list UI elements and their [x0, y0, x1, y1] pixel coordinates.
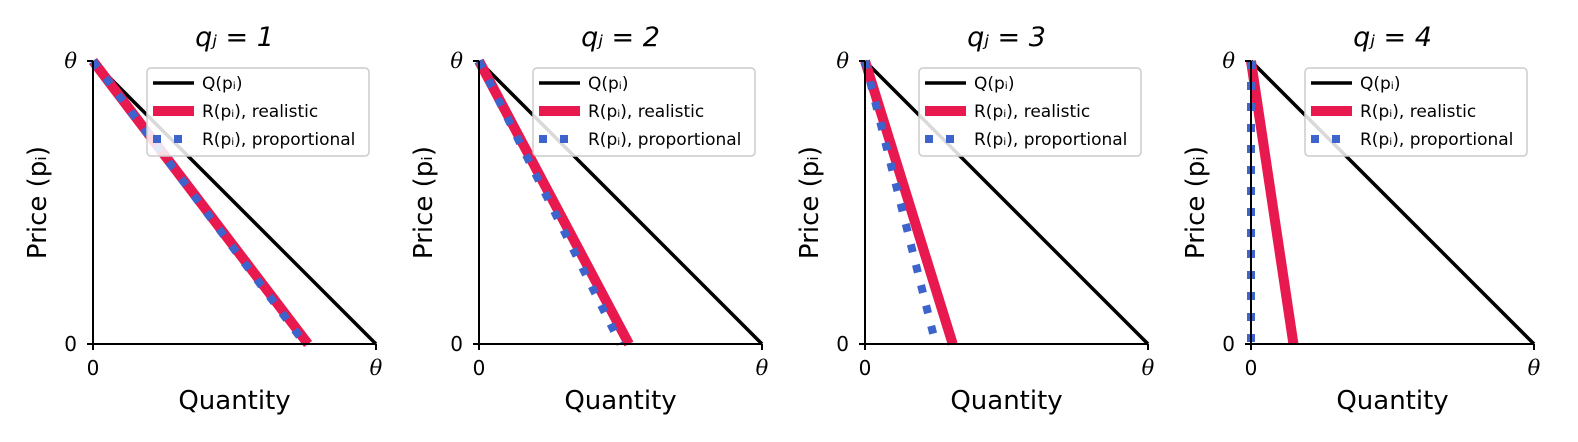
y-tick-label: θ	[836, 49, 849, 73]
x-tick-label: 0	[859, 356, 872, 380]
chart-title: qⱼ = 2	[581, 22, 660, 53]
y-tick-label: θ	[64, 49, 77, 73]
realistic-curve	[474, 58, 634, 347]
realistic-legend-label: R(pᵢ), realistic	[1360, 102, 1476, 122]
proportional-legend-label: R(pᵢ), proportional	[1360, 130, 1513, 150]
y-axis-label: Price (pᵢ)	[795, 146, 825, 259]
chart-title: qⱼ = 1	[195, 22, 274, 53]
y-axis-label: Price (pᵢ)	[409, 146, 439, 259]
x-tick-label: θ	[370, 356, 383, 380]
y-axis-label: Price (pᵢ)	[1181, 146, 1211, 259]
x-tick-label: θ	[756, 356, 769, 380]
chart-title: qⱼ = 4	[1353, 22, 1432, 53]
y-tick-label: θ	[1222, 49, 1235, 73]
proportional-curve	[861, 60, 940, 345]
y-tick-label: 0	[64, 332, 77, 356]
y-tick-label: θ	[450, 49, 463, 73]
panel-4: qⱼ = 4 θ 00 θ Quantity Price (pᵢ) Q(pᵢ) R(pᵢ), …	[1181, 22, 1541, 416]
proportional-legend-label: R(pᵢ), proportional	[202, 130, 355, 150]
y-tick-label: 0	[450, 332, 463, 356]
q-legend-label: Q(pᵢ)	[974, 74, 1014, 94]
proportional-curve	[89, 58, 309, 347]
legend-box	[146, 67, 370, 157]
realistic-curve	[1246, 60, 1299, 345]
legend-box	[1304, 67, 1528, 157]
q-curve	[91, 59, 378, 346]
legend: Q(pᵢ) R(pᵢ), realistic R(pᵢ), proportional	[918, 67, 1142, 157]
realistic-legend-label: R(pᵢ), realistic	[588, 102, 704, 122]
q-curve	[477, 59, 764, 346]
x-axis-label: Quantity	[1336, 386, 1448, 416]
panel-2: qⱼ = 2 θ 00 θ Quantity Price (pᵢ) Q(pᵢ) R(pᵢ), …	[409, 22, 769, 416]
y-tick-label: 0	[836, 332, 849, 356]
q-legend-label: Q(pᵢ)	[588, 74, 628, 94]
realistic-legend-label: R(pᵢ), realistic	[202, 102, 318, 122]
x-axis-label: Quantity	[564, 386, 676, 416]
panel-1: qⱼ = 1 θ 00 θ Quantity Price (pᵢ) Q(pᵢ) R(pᵢ), …	[23, 22, 383, 416]
x-tick-label: 0	[473, 356, 486, 380]
legend: Q(pᵢ) R(pᵢ), realistic R(pᵢ), proportional	[1304, 67, 1528, 157]
x-tick-label: θ	[1142, 356, 1155, 380]
q-legend-label: Q(pᵢ)	[202, 74, 242, 94]
legend-box	[918, 67, 1142, 157]
legend-box	[532, 67, 756, 157]
chart-title: qⱼ = 3	[967, 22, 1046, 53]
x-tick-label: 0	[1245, 356, 1258, 380]
q-legend-label: Q(pᵢ)	[1360, 74, 1400, 94]
proportional-legend-label: R(pᵢ), proportional	[974, 130, 1127, 150]
panel-3: qⱼ = 3 θ 00 θ Quantity Price (pᵢ) Q(pᵢ) R(pᵢ), …	[795, 22, 1155, 416]
x-tick-label: θ	[1528, 356, 1541, 380]
legend: Q(pᵢ) R(pᵢ), realistic R(pᵢ), proportional	[532, 67, 756, 157]
x-axis-label: Quantity	[950, 386, 1062, 416]
realistic-legend-label: R(pᵢ), realistic	[974, 102, 1090, 122]
y-tick-label: 0	[1222, 332, 1235, 356]
x-axis-label: Quantity	[178, 386, 290, 416]
q-curve	[1249, 59, 1536, 346]
y-axis-label: Price (pᵢ)	[23, 146, 53, 259]
q-curve	[863, 59, 1150, 346]
legend: Q(pᵢ) R(pᵢ), realistic R(pᵢ), proportional	[146, 67, 370, 157]
x-tick-label: 0	[87, 356, 100, 380]
proportional-legend-label: R(pᵢ), proportional	[588, 130, 741, 150]
